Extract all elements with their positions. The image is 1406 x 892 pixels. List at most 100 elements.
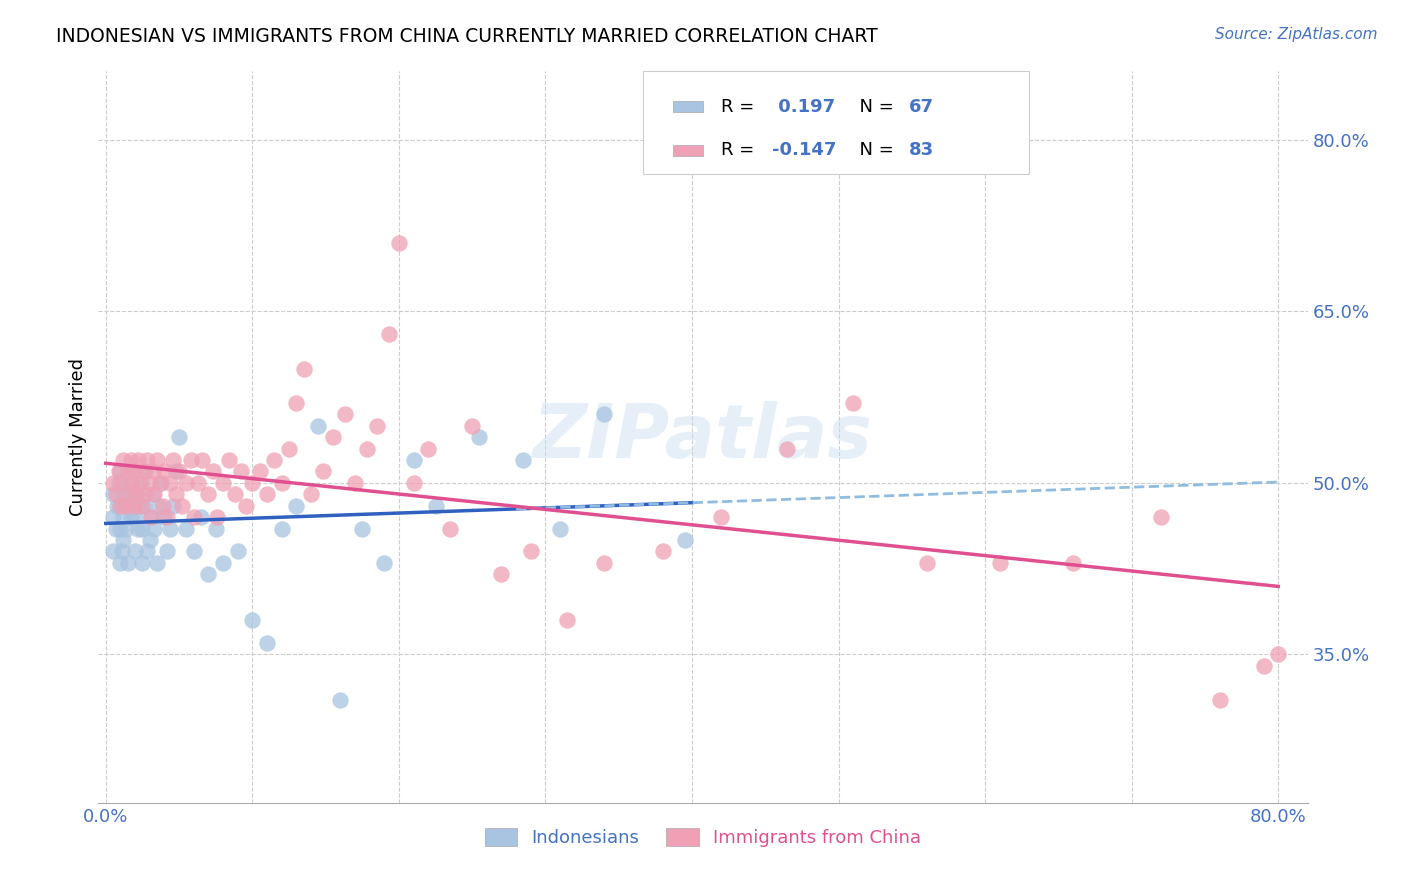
- Point: [439, 521, 461, 535]
- Text: R =: R =: [721, 97, 761, 116]
- Point: [292, 361, 315, 376]
- Point: [124, 510, 146, 524]
- Point: [127, 521, 149, 535]
- Point: [129, 475, 152, 490]
- Point: [165, 464, 187, 478]
- Text: INDONESIAN VS IMMIGRANTS FROM CHINA CURRENTLY MARRIED CORRELATION CHART: INDONESIAN VS IMMIGRANTS FROM CHINA CURR…: [56, 27, 877, 45]
- Point: [710, 510, 733, 524]
- Point: [146, 453, 169, 467]
- Point: [101, 544, 124, 558]
- Point: [131, 499, 153, 513]
- Point: [120, 453, 142, 467]
- Point: [125, 487, 148, 501]
- Point: [156, 544, 179, 558]
- Point: [256, 636, 278, 650]
- Point: [165, 487, 187, 501]
- Point: [110, 499, 132, 513]
- Point: [915, 556, 938, 570]
- Point: [285, 396, 308, 410]
- Point: [557, 613, 579, 627]
- Point: [122, 499, 145, 513]
- Point: [146, 556, 169, 570]
- Point: [152, 499, 174, 513]
- Point: [235, 499, 257, 513]
- Point: [285, 499, 308, 513]
- Point: [117, 464, 139, 478]
- Point: [115, 521, 138, 535]
- Text: 83: 83: [908, 142, 934, 160]
- Point: [131, 556, 153, 570]
- Point: [191, 453, 214, 467]
- Point: [352, 521, 374, 535]
- Point: [278, 442, 301, 456]
- Point: [226, 544, 249, 558]
- Point: [170, 499, 193, 513]
- Point: [176, 475, 198, 490]
- Point: [135, 544, 157, 558]
- Point: [520, 544, 543, 558]
- Point: [240, 475, 263, 490]
- Point: [120, 510, 142, 524]
- Point: [249, 464, 271, 478]
- Point: [132, 499, 155, 513]
- Point: [204, 521, 226, 535]
- Point: [593, 556, 616, 570]
- Point: [105, 521, 128, 535]
- Point: [125, 487, 148, 501]
- Point: [776, 442, 799, 456]
- Point: [138, 533, 160, 547]
- Point: [343, 475, 366, 490]
- Point: [159, 475, 181, 490]
- Point: [299, 487, 322, 501]
- Text: N =: N =: [848, 97, 900, 116]
- Point: [512, 453, 534, 467]
- Point: [183, 544, 205, 558]
- Point: [110, 521, 132, 535]
- FancyBboxPatch shape: [673, 145, 703, 156]
- Point: [135, 453, 157, 467]
- Point: [138, 475, 160, 490]
- Point: [402, 475, 425, 490]
- Text: ZIPatlas: ZIPatlas: [533, 401, 873, 474]
- Point: [162, 499, 184, 513]
- Point: [162, 453, 184, 467]
- Point: [187, 475, 209, 490]
- Point: [212, 556, 235, 570]
- Point: [388, 235, 411, 250]
- Point: [118, 475, 141, 490]
- Point: [131, 521, 153, 535]
- Point: [149, 475, 172, 490]
- Point: [153, 464, 176, 478]
- Point: [111, 544, 134, 558]
- Point: [153, 510, 176, 524]
- Point: [190, 510, 212, 524]
- Point: [143, 487, 166, 501]
- Point: [229, 464, 252, 478]
- Point: [307, 418, 329, 433]
- Point: [167, 430, 190, 444]
- Point: [142, 487, 165, 501]
- Y-axis label: Currently Married: Currently Married: [69, 358, 87, 516]
- Point: [150, 475, 173, 490]
- Point: [108, 464, 131, 478]
- Point: [548, 521, 571, 535]
- Point: [240, 613, 263, 627]
- Point: [101, 475, 124, 490]
- Point: [1150, 510, 1173, 524]
- Point: [112, 453, 135, 467]
- Point: [111, 475, 134, 490]
- Point: [197, 567, 219, 582]
- Point: [673, 533, 696, 547]
- Point: [110, 556, 132, 570]
- Point: [132, 464, 155, 478]
- Point: [141, 510, 163, 524]
- Point: [468, 430, 491, 444]
- Point: [124, 544, 146, 558]
- Point: [491, 567, 513, 582]
- Point: [356, 442, 378, 456]
- Point: [205, 510, 228, 524]
- FancyBboxPatch shape: [673, 101, 703, 112]
- Point: [333, 407, 356, 421]
- Text: 67: 67: [908, 97, 934, 116]
- Point: [141, 510, 163, 524]
